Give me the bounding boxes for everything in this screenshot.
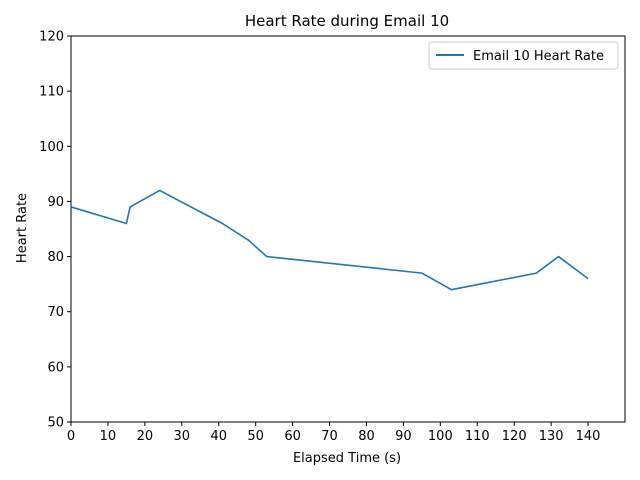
chart-title: Heart Rate during Email 10 (245, 12, 449, 30)
x-tick-label: 120 (502, 429, 527, 444)
y-tick-label: 80 (47, 250, 64, 265)
y-axis-ticks: 50 60 70 80 90 100 110 120 (39, 30, 71, 431)
y-tick-label: 60 (47, 360, 64, 375)
x-tick-label: 100 (428, 429, 453, 444)
y-tick-label: 100 (39, 140, 64, 155)
legend: Email 10 Heart Rate (428, 41, 619, 70)
series-line-email-10-heart-rate (70, 189, 589, 291)
x-tick-label: 90 (395, 429, 412, 444)
x-tick-label: 140 (576, 429, 601, 444)
x-tick-label: 20 (137, 429, 154, 444)
y-tick-label: 90 (47, 195, 64, 210)
y-tick-label: 110 (39, 85, 64, 100)
series-layer (70, 189, 589, 291)
plot-area (70, 35, 626, 423)
plot-frame (70, 35, 626, 423)
x-axis-label: Elapsed Time (s) (293, 451, 401, 466)
y-tick-label: 70 (47, 305, 64, 320)
x-tick-label: 70 (321, 429, 338, 444)
x-tick-label: 40 (210, 429, 227, 444)
x-tick-label: 50 (247, 429, 264, 444)
x-tick-label: 110 (465, 429, 490, 444)
x-tick-label: 10 (100, 429, 117, 444)
x-tick-label: 0 (67, 429, 75, 444)
legend-label-email-10-heart-rate: Email 10 Heart Rate (473, 49, 604, 64)
legend-box (428, 41, 619, 70)
x-tick-label: 30 (174, 429, 191, 444)
x-tick-label: 60 (284, 429, 301, 444)
y-tick-label: 120 (39, 30, 64, 45)
x-tick-label: 130 (539, 429, 564, 444)
y-tick-label: 50 (47, 416, 64, 431)
y-axis-label: Heart Rate (15, 193, 30, 263)
x-axis-ticks: 0 10 20 30 40 50 60 70 80 90 100 110 120 130 140 (67, 422, 601, 444)
x-tick-label: 80 (358, 429, 375, 444)
